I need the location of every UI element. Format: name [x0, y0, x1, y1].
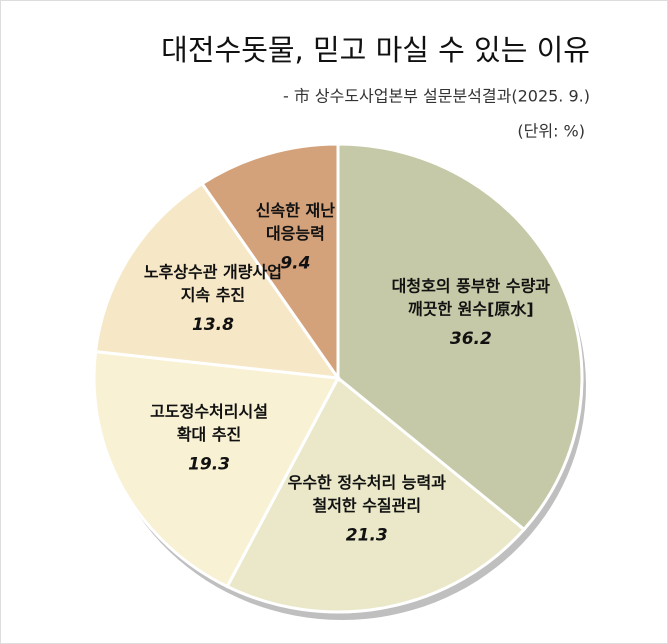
slice-label: 노후상수관 개량사업	[144, 263, 282, 282]
chart-title: 대전수돗물, 믿고 마실 수 있는 이유	[161, 33, 590, 67]
slice-label: 깨끗한 원수[原水]	[408, 300, 534, 319]
slice-label: 대응능력	[266, 224, 325, 243]
value-label: 13.8	[192, 315, 234, 335]
unit-label: (단위: %)	[517, 122, 585, 141]
slice-label: 신속한 재난	[256, 201, 335, 220]
slice-label: 지속 추진	[181, 286, 245, 305]
value-label: 21.3	[346, 526, 388, 546]
slice-label: 우수한 정수처리 능력과	[288, 473, 447, 492]
pie-slice	[199, 142, 340, 383]
value-label: 36.2	[450, 329, 492, 349]
chart-subtitle: - 市 상수도사업본부 설문분석결과(2025. 9.)	[283, 87, 590, 106]
slice-label: 철저한 수질관리	[312, 496, 421, 515]
value-label: 9.4	[280, 254, 310, 274]
value-label: 19.3	[188, 454, 230, 474]
slice-label: 대청호의 풍부한 수량과	[392, 277, 551, 296]
slice-label: 고도정수처리시설	[150, 402, 268, 421]
pie-slice	[225, 375, 527, 614]
pie-slice	[336, 142, 584, 532]
slice-label: 확대 추진	[177, 425, 241, 444]
pie-slice	[92, 349, 341, 589]
pie-slice	[93, 181, 342, 380]
